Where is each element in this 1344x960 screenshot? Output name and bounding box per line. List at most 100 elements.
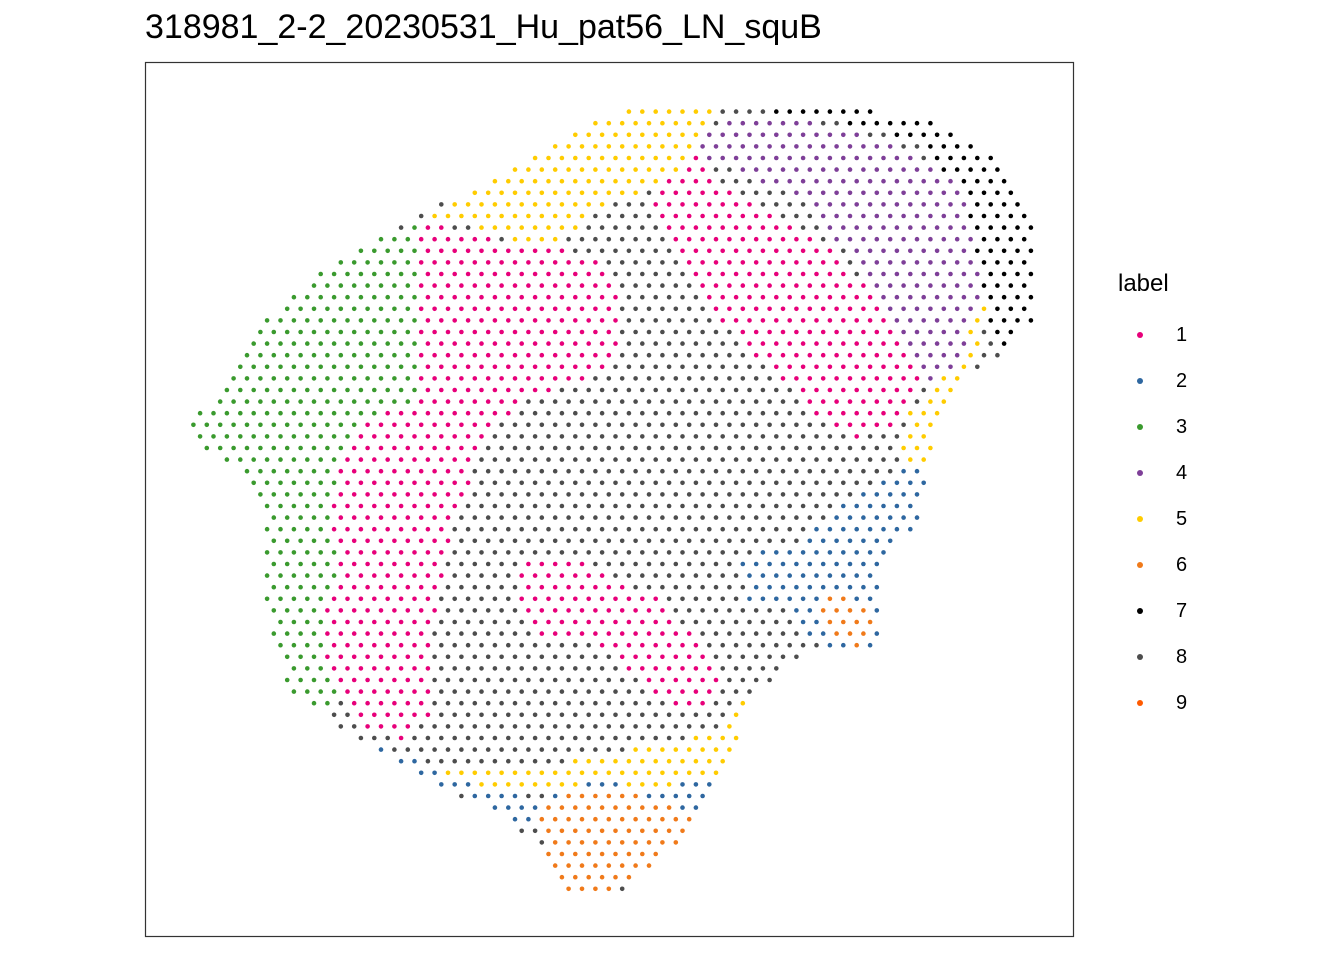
spot-point (741, 539, 746, 544)
spot-point (975, 202, 980, 207)
spot-point (345, 341, 350, 346)
spot-point (667, 179, 672, 184)
spot-point (828, 365, 833, 370)
spot-point (292, 666, 297, 671)
spot-point (1009, 283, 1014, 288)
spot-point (761, 457, 766, 462)
spot-point (593, 399, 598, 404)
spot-point (372, 689, 377, 694)
spot-point (272, 608, 277, 613)
spot-point (1029, 249, 1034, 254)
spot-point (459, 307, 464, 312)
spot-point (754, 376, 759, 381)
spot-point (553, 585, 558, 590)
spot-point (312, 678, 317, 683)
spot-point (586, 225, 591, 230)
spot-point (372, 713, 377, 718)
spot-point (841, 341, 846, 346)
legend-item: 7 (1118, 588, 1187, 634)
spot-point (861, 144, 866, 149)
spot-point (687, 167, 692, 172)
spot-point (506, 411, 511, 416)
spot-point (660, 283, 665, 288)
spot-point (446, 771, 451, 776)
spot-point (901, 353, 906, 358)
spot-point (707, 713, 712, 718)
spot-point (406, 724, 411, 729)
spot-point (808, 144, 813, 149)
spot-point (640, 457, 645, 462)
spot-point (620, 887, 625, 892)
spot-point (640, 620, 645, 625)
spot-point (566, 655, 571, 660)
spot-point (519, 550, 524, 555)
spot-point (647, 121, 652, 126)
spot-point (694, 295, 699, 300)
spot-point (600, 411, 605, 416)
spot-point (727, 376, 732, 381)
spot-point (620, 399, 625, 404)
spot-point (593, 144, 598, 149)
spot-point (767, 283, 772, 288)
spot-point (292, 411, 297, 416)
spot-point (452, 295, 457, 300)
spot-point (607, 144, 612, 149)
spot-point (667, 249, 672, 254)
spot-point (875, 631, 880, 636)
spot-point (493, 318, 498, 323)
spot-point (519, 457, 524, 462)
spot-point (660, 794, 665, 799)
spot-point (352, 283, 357, 288)
spot-point (734, 713, 739, 718)
spot-point (834, 631, 839, 636)
spot-point (747, 179, 752, 184)
spot-point (888, 539, 893, 544)
spot-point (868, 109, 873, 114)
spot-point (459, 376, 464, 381)
spot-point (352, 539, 357, 544)
spot-point (573, 249, 578, 254)
spot-point (895, 481, 900, 486)
spot-point (513, 399, 518, 404)
spot-point (513, 167, 518, 172)
spot-point (741, 631, 746, 636)
spot-point (372, 550, 377, 555)
spot-point (875, 423, 880, 428)
spot-point (298, 423, 303, 428)
spot-point (339, 701, 344, 706)
spot-point (881, 225, 886, 230)
spot-point (633, 747, 638, 752)
spot-point (613, 481, 618, 486)
spot-point (734, 318, 739, 323)
spot-point (318, 597, 323, 602)
spot-point (821, 608, 826, 613)
spot-point (392, 678, 397, 683)
spot-point (473, 655, 478, 660)
spot-point (808, 260, 813, 265)
spot-point (526, 353, 531, 358)
spot-point (205, 446, 210, 451)
spot-point (486, 191, 491, 196)
spot-point (533, 597, 538, 602)
spot-point (1009, 330, 1014, 335)
spot-point (506, 550, 511, 555)
spot-point (834, 399, 839, 404)
spot-point (761, 643, 766, 648)
spot-point (727, 608, 732, 613)
spot-point (667, 550, 672, 555)
spot-point (359, 573, 364, 578)
spot-point (647, 794, 652, 799)
spot-point (573, 179, 578, 184)
spot-point (493, 202, 498, 207)
spot-point (519, 202, 524, 207)
spot-point (446, 307, 451, 312)
spot-point (694, 272, 699, 277)
spot-point (720, 736, 725, 741)
spot-point (660, 423, 665, 428)
spot-point (526, 237, 531, 242)
spot-point (680, 225, 685, 230)
spot-point (593, 631, 598, 636)
spot-point (593, 724, 598, 729)
spot-point (700, 237, 705, 242)
spot-point (546, 249, 551, 254)
